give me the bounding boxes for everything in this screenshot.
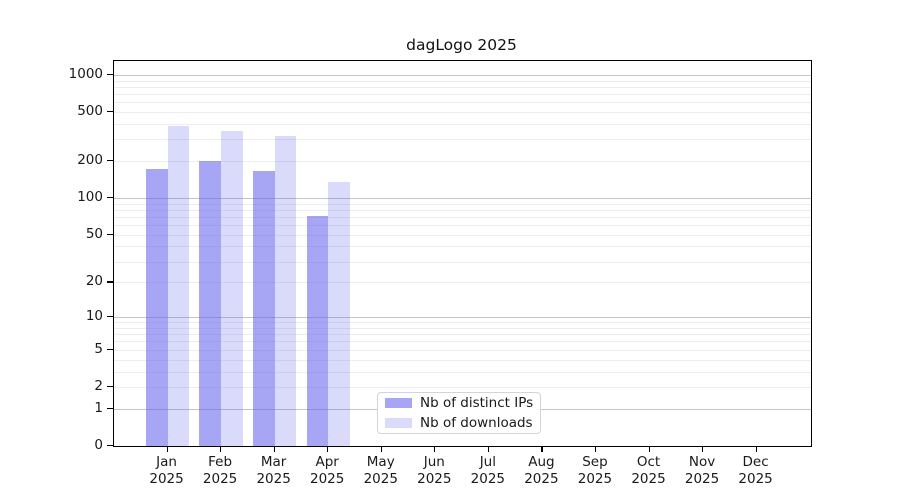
gridline-major bbox=[114, 198, 811, 200]
x-tick-label: Jun 2025 bbox=[417, 454, 452, 487]
x-tick-label: Dec 2025 bbox=[738, 454, 773, 487]
y-tick-mark bbox=[107, 160, 113, 162]
y-tick-label: 0 bbox=[94, 437, 103, 453]
bar-downloads-jan bbox=[167, 126, 190, 446]
x-tick-mark bbox=[380, 446, 382, 452]
legend-row-downloads: Nb of downloads bbox=[385, 415, 540, 431]
bar-ips-feb bbox=[199, 161, 222, 446]
bar-ips-jan bbox=[145, 168, 168, 446]
y-tick-label: 20 bbox=[85, 273, 103, 290]
x-tick-mark bbox=[166, 446, 168, 452]
y-tick-mark bbox=[107, 445, 113, 447]
y-tick-label: 2 bbox=[94, 377, 103, 394]
legend-label-distinct-ips: Nb of distinct IPs bbox=[420, 395, 534, 411]
gridline-minor bbox=[114, 341, 811, 343]
gridline-minor bbox=[114, 386, 811, 388]
legend-row-distinct-ips: Nb of distinct IPs bbox=[385, 395, 540, 411]
legend-label-downloads: Nb of downloads bbox=[420, 415, 533, 431]
gridline-minor bbox=[114, 322, 811, 324]
y-tick-label: 10 bbox=[85, 308, 103, 325]
y-tick-label: 1 bbox=[94, 399, 103, 416]
gridline-minor bbox=[114, 102, 811, 104]
y-tick-label: 1000 bbox=[68, 65, 103, 82]
x-tick-label: Jul 2025 bbox=[470, 454, 506, 487]
bar-downloads-mar bbox=[274, 135, 297, 446]
bar-ips-mar bbox=[252, 171, 275, 446]
y-tick-label: 100 bbox=[77, 189, 103, 206]
x-tick-label: Apr 2025 bbox=[310, 454, 345, 487]
y-tick-mark bbox=[107, 348, 113, 350]
x-tick-mark bbox=[434, 446, 436, 452]
gridline-minor bbox=[114, 93, 811, 95]
y-tick-mark bbox=[107, 316, 113, 318]
gridline-minor bbox=[114, 203, 811, 205]
bar-downloads-feb bbox=[221, 130, 243, 446]
gridline-minor bbox=[114, 261, 811, 263]
x-tick-mark bbox=[541, 446, 543, 452]
bar-ips-apr bbox=[306, 215, 329, 446]
y-tick-label: 5 bbox=[94, 340, 103, 357]
gridline-minor bbox=[114, 246, 811, 248]
y-tick-label: 50 bbox=[85, 225, 103, 242]
gridline-major bbox=[114, 74, 811, 76]
x-tick-label: Aug 2025 bbox=[524, 454, 559, 487]
y-tick-mark bbox=[107, 407, 113, 409]
x-tick-mark bbox=[755, 446, 757, 452]
x-tick-label: Feb 2025 bbox=[202, 454, 238, 487]
chart-title: dagLogo 2025 bbox=[406, 36, 517, 54]
x-tick-mark bbox=[594, 446, 597, 452]
x-tick-mark bbox=[487, 446, 490, 452]
y-tick-mark bbox=[107, 281, 113, 283]
x-tick-mark bbox=[273, 446, 275, 452]
gridline-minor bbox=[114, 225, 811, 227]
gridline-minor bbox=[114, 359, 811, 361]
gridline-minor bbox=[114, 334, 811, 336]
gridline-minor bbox=[114, 123, 811, 125]
y-tick-mark bbox=[107, 73, 113, 76]
gridline-minor bbox=[114, 139, 811, 141]
x-tick-mark bbox=[648, 446, 650, 452]
legend-swatch-distinct-ips bbox=[385, 398, 412, 408]
x-tick-label: Sep 2025 bbox=[577, 454, 613, 487]
y-tick-mark bbox=[107, 233, 113, 235]
y-tick-label: 200 bbox=[77, 152, 103, 169]
gridline-minor bbox=[114, 327, 811, 329]
x-tick-label: Mar 2025 bbox=[256, 454, 291, 487]
x-tick-mark bbox=[702, 446, 704, 452]
gridline-minor bbox=[114, 349, 811, 351]
x-tick-mark bbox=[327, 446, 329, 452]
y-tick-mark bbox=[107, 111, 113, 113]
y-tick-mark bbox=[107, 197, 113, 199]
legend: Nb of distinct IPs Nb of downloads bbox=[377, 392, 541, 434]
gridline-minor bbox=[114, 80, 811, 82]
y-tick-label: 500 bbox=[77, 103, 103, 120]
gridline-minor bbox=[114, 112, 811, 114]
gridline-minor bbox=[114, 282, 811, 284]
gridline-minor bbox=[114, 209, 811, 211]
x-tick-label: Nov 2025 bbox=[684, 454, 720, 487]
bar-downloads-apr bbox=[328, 181, 350, 446]
gridline-minor bbox=[114, 161, 811, 163]
gridline-minor bbox=[114, 371, 811, 373]
legend-swatch-downloads bbox=[385, 418, 412, 428]
x-tick-label: Oct 2025 bbox=[631, 454, 666, 487]
gridline-minor bbox=[114, 216, 811, 218]
gridline-minor bbox=[114, 86, 811, 88]
y-tick-mark bbox=[107, 385, 113, 388]
gridline-major bbox=[114, 317, 811, 319]
gridline-minor bbox=[114, 234, 811, 236]
x-tick-label: Jan 2025 bbox=[149, 454, 184, 487]
x-tick-label: May 2025 bbox=[363, 454, 398, 487]
x-tick-mark bbox=[220, 446, 222, 452]
plot-area bbox=[113, 60, 812, 447]
